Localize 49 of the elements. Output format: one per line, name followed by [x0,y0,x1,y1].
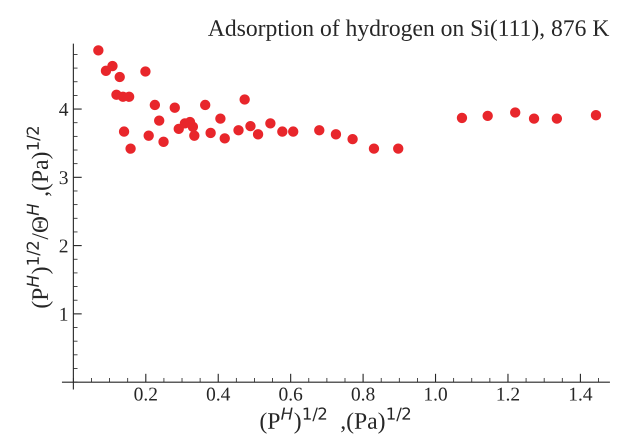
point [150,100,160,110]
y-tick-label: 2 [60,239,68,252]
point [590,110,602,120]
y-tick-label: 3 [60,171,68,184]
x-tick-label: 0.2 [134,388,157,401]
point [393,144,404,154]
point [205,128,216,138]
point [240,94,250,105]
point [552,113,562,124]
y-tick-label: 4 [59,103,68,116]
chart-title: Adsorption of hydrogen on Si(111), 876 K [208,19,610,41]
point [220,133,230,144]
y-axis-title: (P$^{H}$)$^{1/2}$/Θ$^{H}$ ,(Pa)$^{1/2}$ [26,127,53,308]
x-tick-label: 0.8 [352,388,375,401]
point [140,66,151,77]
point [170,102,180,113]
point [158,136,169,147]
point [252,129,264,140]
x-tick-label: 0.6 [279,388,302,401]
point [154,116,164,126]
point [107,60,118,72]
point [118,126,130,137]
point [368,144,380,154]
point [188,122,198,132]
point [215,113,226,124]
x-tick-label: 1.0 [425,388,447,401]
x-tick-label: 0.4 [206,388,230,401]
point [528,113,540,124]
y-tick-label: 1 [60,308,68,321]
point [245,120,256,132]
x-tick-label: 1.2 [498,388,520,401]
point [330,129,342,140]
point [125,144,136,154]
point [456,112,468,124]
point [93,45,104,56]
point [510,107,520,118]
point [114,72,125,82]
point [288,126,298,137]
point [200,100,210,110]
point [189,130,200,141]
point [233,125,244,136]
point [277,126,288,137]
point [144,130,154,141]
x-tick-label: 1.4 [570,388,592,401]
point [265,118,276,129]
point [314,125,324,136]
point [347,134,358,144]
x-axis-title: (P$^{H}$)$^{1/2}$ ,(Pa)$^{1/2}$ [260,407,410,434]
point [482,110,493,122]
